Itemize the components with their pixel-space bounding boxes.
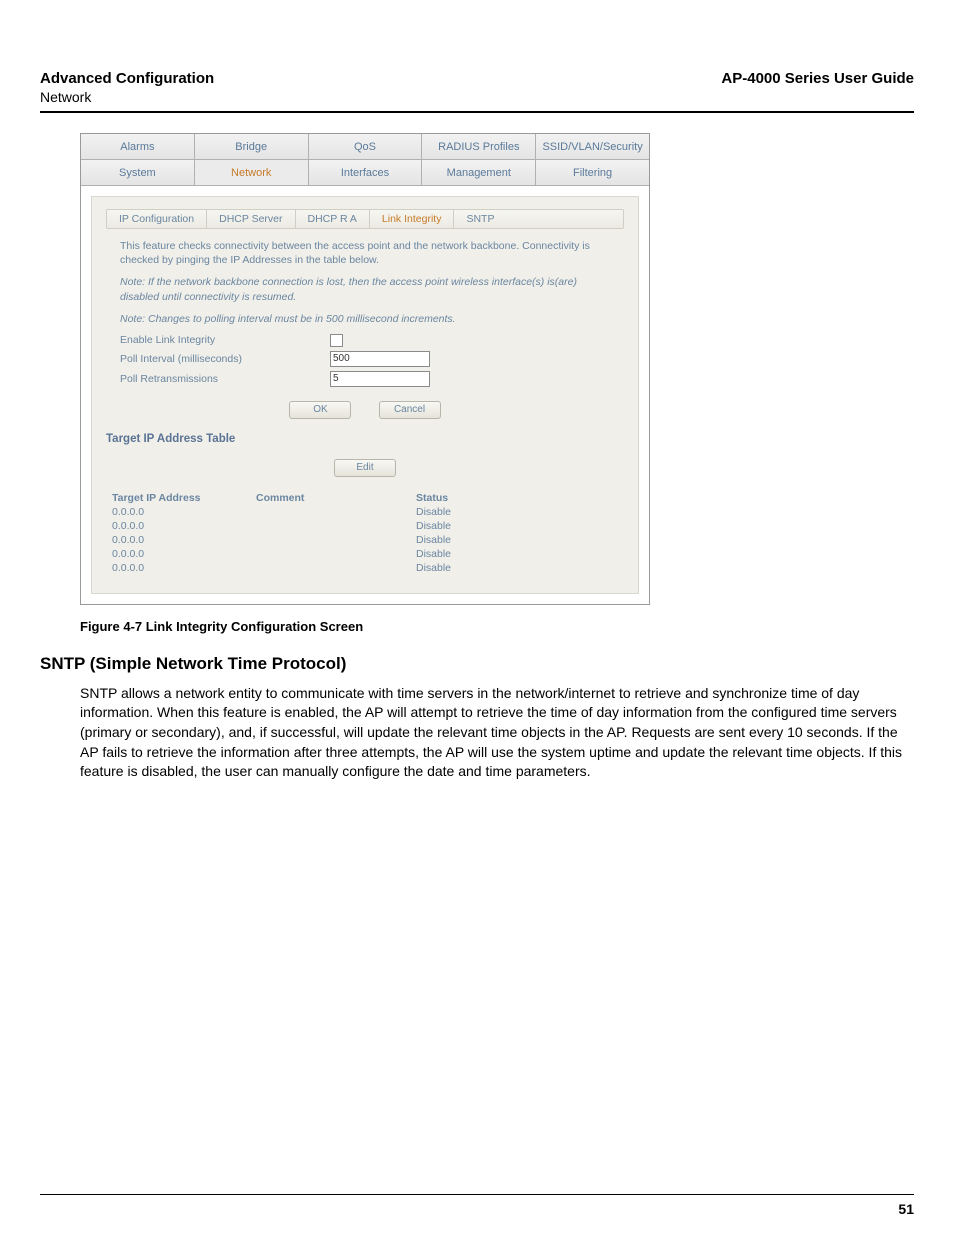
header-left-sub: Network [40, 89, 214, 105]
label-enable-link-integrity: Enable Link Integrity [120, 334, 330, 346]
target-ip-table: Target IP Address Comment Status 0.0.0.0… [106, 491, 624, 575]
tab-qos[interactable]: QoS [309, 134, 423, 159]
sntp-paragraph: SNTP allows a network entity to communic… [80, 684, 914, 782]
desc-note2: Note: Changes to polling interval must b… [120, 312, 610, 326]
subtab-dhcp-ra[interactable]: DHCP R A [296, 210, 370, 228]
edit-row: Edit [106, 459, 624, 477]
cell-ip: 0.0.0.0 [106, 506, 256, 518]
subtabs: IP Configuration DHCP Server DHCP R A Li… [106, 209, 624, 229]
tab-interfaces[interactable]: Interfaces [309, 160, 423, 185]
tab-ssid-vlan-security[interactable]: SSID/VLAN/Security [536, 134, 649, 159]
col-comment: Comment [256, 492, 416, 504]
desc-feature: This feature checks connectivity between… [120, 239, 610, 267]
cell-status: Disable [416, 534, 516, 546]
cell-comment [256, 562, 416, 574]
header-right-title: AP-4000 Series User Guide [721, 70, 914, 87]
table-header-row: Target IP Address Comment Status [106, 491, 624, 505]
cell-comment [256, 520, 416, 532]
cell-status: Disable [416, 520, 516, 532]
tab-filtering[interactable]: Filtering [536, 160, 649, 185]
table-row: 0.0.0.0 Disable [106, 547, 624, 561]
cell-ip: 0.0.0.0 [106, 548, 256, 560]
tab-system[interactable]: System [81, 160, 195, 185]
cell-status: Disable [416, 548, 516, 560]
subtab-sntp[interactable]: SNTP [454, 210, 506, 228]
tab-management[interactable]: Management [422, 160, 536, 185]
footer-rule [40, 1194, 914, 1195]
section-heading-sntp: SNTP (Simple Network Time Protocol) [40, 654, 914, 674]
tab-bridge[interactable]: Bridge [195, 134, 309, 159]
cell-status: Disable [416, 506, 516, 518]
row-poll-interval: Poll Interval (milliseconds) [120, 351, 610, 367]
cell-comment [256, 534, 416, 546]
label-poll-retrans: Poll Retransmissions [120, 373, 330, 385]
edit-button[interactable]: Edit [334, 459, 396, 477]
figure-caption: Figure 4-7 Link Integrity Configuration … [80, 619, 914, 634]
table-row: 0.0.0.0 Disable [106, 519, 624, 533]
header-left-title: Advanced Configuration [40, 70, 214, 87]
config-panel: IP Configuration DHCP Server DHCP R A Li… [91, 196, 639, 594]
desc-note1: Note: If the network backbone connection… [120, 275, 610, 303]
tabs-top-row: Alarms Bridge QoS RADIUS Profiles SSID/V… [81, 134, 649, 160]
tab-alarms[interactable]: Alarms [81, 134, 195, 159]
table-row: 0.0.0.0 Disable [106, 561, 624, 575]
input-poll-retrans[interactable] [330, 371, 430, 387]
subtab-dhcp-server[interactable]: DHCP Server [207, 210, 295, 228]
ok-button[interactable]: OK [289, 401, 351, 419]
label-poll-interval: Poll Interval (milliseconds) [120, 353, 330, 365]
row-enable-link-integrity: Enable Link Integrity [120, 334, 610, 347]
cell-ip: 0.0.0.0 [106, 534, 256, 546]
tabs-sub-row: System Network Interfaces Management Fil… [81, 160, 649, 186]
table-heading: Target IP Address Table [106, 433, 624, 445]
tab-radius-profiles[interactable]: RADIUS Profiles [422, 134, 536, 159]
table-row: 0.0.0.0 Disable [106, 505, 624, 519]
col-status: Status [416, 492, 516, 504]
config-screenshot: Alarms Bridge QoS RADIUS Profiles SSID/V… [80, 133, 650, 605]
table-row: 0.0.0.0 Disable [106, 533, 624, 547]
col-target-ip: Target IP Address [106, 492, 256, 504]
cell-status: Disable [416, 562, 516, 574]
page-number: 51 [898, 1201, 914, 1217]
tab-network[interactable]: Network [195, 160, 309, 185]
subtab-link-integrity[interactable]: Link Integrity [370, 210, 455, 228]
subtab-ip-configuration[interactable]: IP Configuration [107, 210, 207, 228]
page-header: Advanced Configuration Network AP-4000 S… [40, 70, 914, 113]
cell-ip: 0.0.0.0 [106, 520, 256, 532]
row-poll-retrans: Poll Retransmissions [120, 371, 610, 387]
ok-cancel-row: OK Cancel [106, 401, 624, 419]
cell-comment [256, 548, 416, 560]
cell-ip: 0.0.0.0 [106, 562, 256, 574]
checkbox-enable-link-integrity[interactable] [330, 334, 343, 347]
cancel-button[interactable]: Cancel [379, 401, 441, 419]
cell-comment [256, 506, 416, 518]
input-poll-interval[interactable] [330, 351, 430, 367]
